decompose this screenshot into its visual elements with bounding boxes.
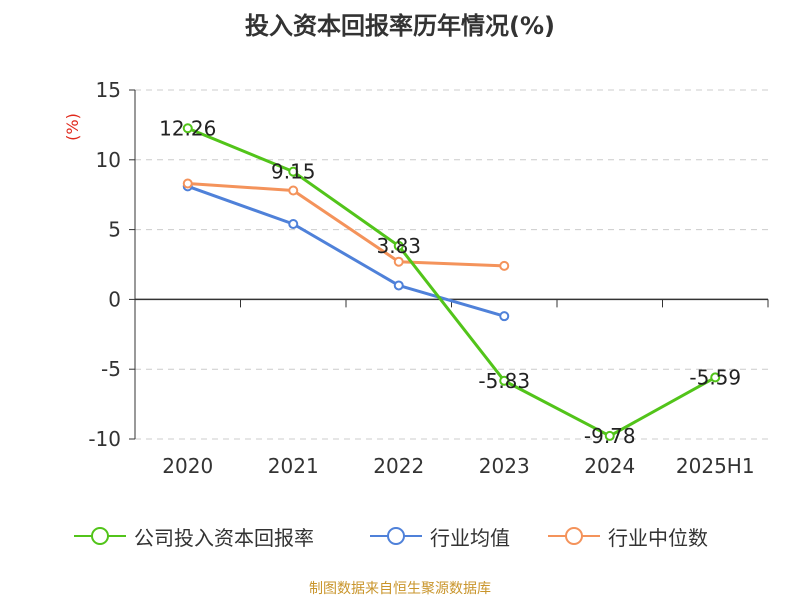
data-point (393, 240, 404, 251)
x-tick-label: 2025H1 (676, 454, 755, 478)
legend-label-industry-mean: 行业均值 (430, 525, 510, 550)
y-tick-label: 0 (108, 287, 121, 311)
legend-label-industry-median: 行业中位数 (608, 525, 708, 550)
y-tick-label: -10 (88, 427, 121, 451)
data-label: -9.78 (584, 424, 636, 448)
x-tick-label: 2022 (373, 454, 424, 478)
data-point (499, 375, 510, 386)
data-point (393, 280, 404, 291)
legend-marker-industry-median (548, 527, 600, 545)
y-tick-label: 5 (108, 218, 121, 242)
data-point (499, 311, 510, 322)
y-axis-label: (%) (63, 113, 82, 141)
data-point (288, 166, 299, 177)
series-line-0 (187, 126, 716, 438)
x-tick-label: 2021 (268, 454, 319, 478)
data-point (288, 185, 299, 196)
data-point (182, 123, 193, 134)
series-line-2 (187, 182, 505, 268)
series-lines (182, 123, 721, 441)
series-line-1 (187, 184, 505, 318)
data-point (604, 430, 615, 441)
legend-item-company[interactable]: 公司投入资本回报率 (74, 521, 314, 551)
x-tick-label: 2024 (584, 454, 635, 478)
data-labels: 12.26 9.15 3.83 -5.83 -9.78 -5.59 (159, 116, 741, 448)
y-tick-label: 10 (96, 148, 121, 172)
data-point (710, 372, 721, 383)
data-point (499, 260, 510, 271)
y-tick-label: 15 (96, 78, 121, 102)
legend-marker-industry-mean (370, 527, 422, 545)
chart-title: 投入资本回报率历年情况(%) (245, 12, 555, 40)
legend-item-industry-median[interactable]: 行业中位数 (548, 521, 708, 551)
data-label: 12.26 (159, 116, 216, 140)
y-tick-label: -5 (101, 357, 121, 381)
data-label: 3.83 (376, 234, 421, 258)
data-label: -5.83 (478, 369, 530, 393)
data-point (182, 178, 193, 189)
legend-item-industry-mean[interactable]: 行业均值 (370, 521, 510, 551)
data-label: 9.15 (271, 160, 316, 184)
x-tick-label: 2020 (162, 454, 213, 478)
data-point (288, 219, 299, 230)
legend-label-company: 公司投入资本回报率 (134, 525, 314, 550)
data-label: -5.59 (689, 365, 741, 389)
source-note: 制图数据来自恒生聚源数据库 (309, 581, 491, 597)
x-tick-label: 2023 (479, 454, 530, 478)
legend-marker-company (74, 527, 126, 545)
data-point (393, 256, 404, 267)
